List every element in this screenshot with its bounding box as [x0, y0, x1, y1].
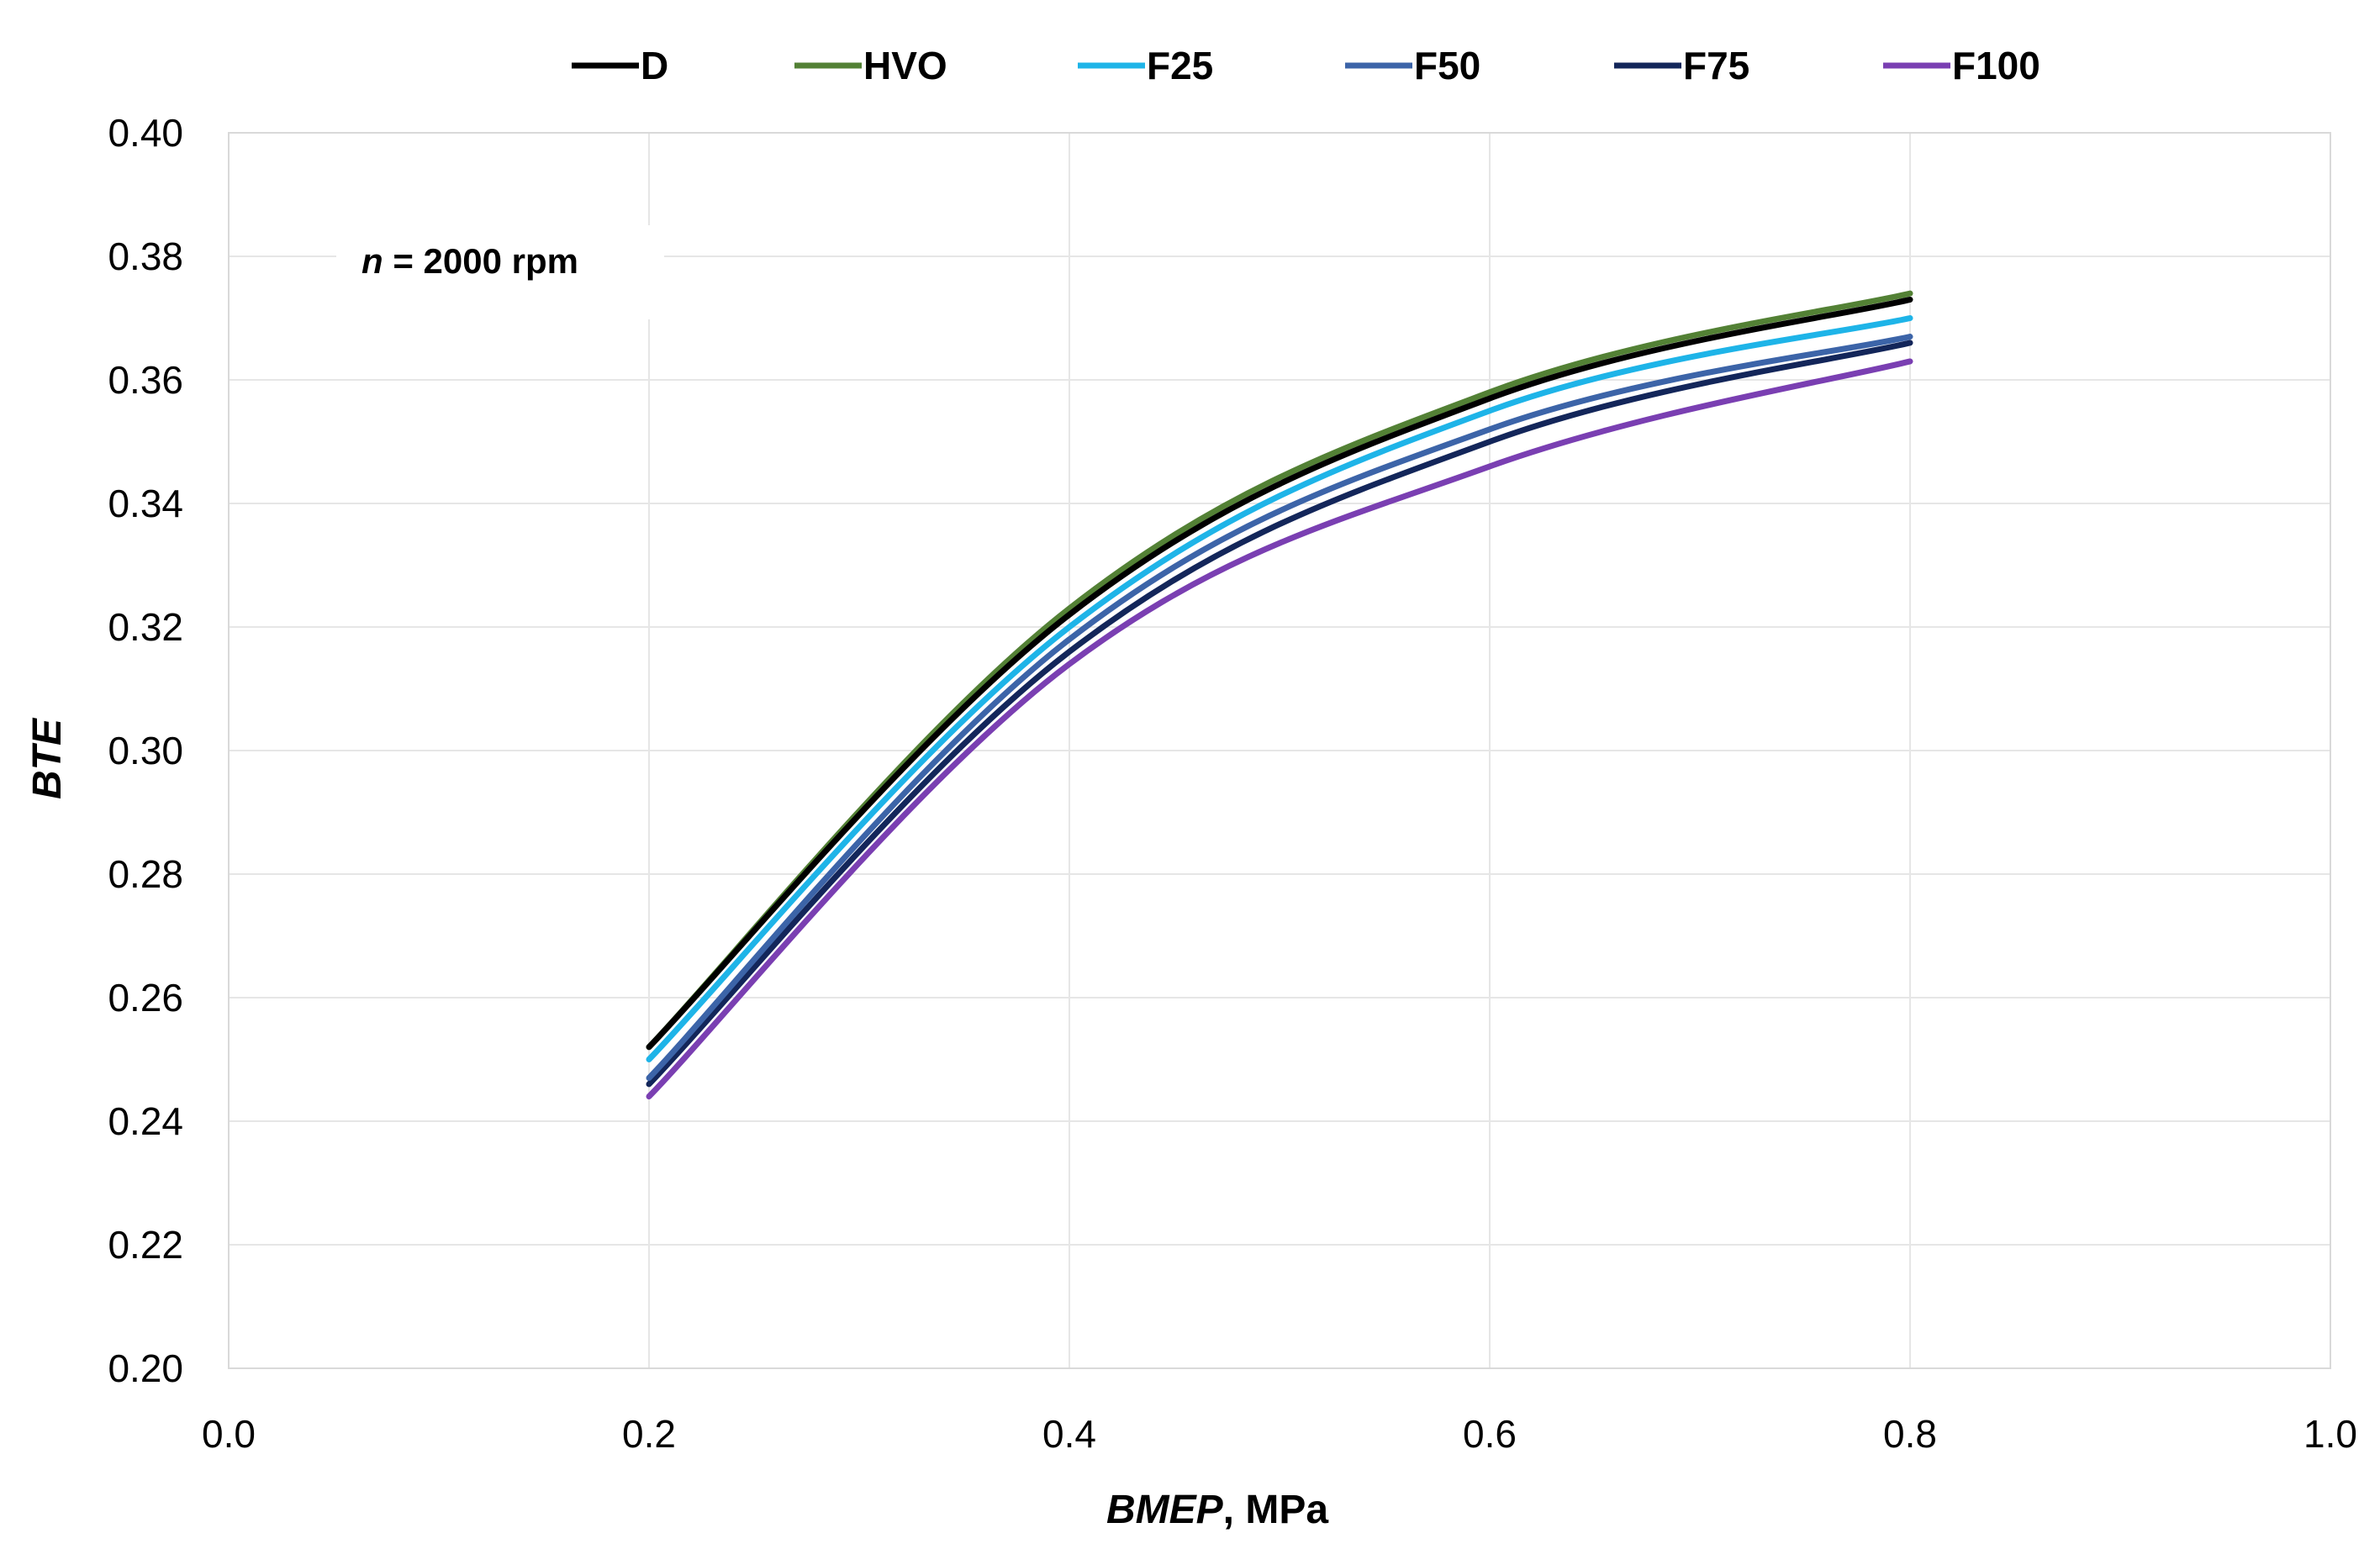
x-axis-title-unit: , MPa	[1223, 1488, 1329, 1532]
y-tick-labels: 0.20 0.22 0.24 0.26 0.28 0.30 0.32 0.34 0.36 0.38…	[108, 111, 183, 1390]
legend: D HVO F25 F50 F75 F100	[572, 44, 2040, 87]
x-tick-label-0: 0.0	[202, 1412, 256, 1456]
legend-item-hvo: HVO	[794, 44, 947, 87]
y-tick-label-10: 0.40	[108, 111, 183, 155]
series-line-d	[646, 296, 1913, 1051]
legend-label-f75: F75	[1683, 44, 1749, 87]
series-lines	[646, 290, 1913, 1100]
legend-label-f100: F100	[1952, 44, 2040, 87]
x-tick-label-3: 0.6	[1463, 1412, 1517, 1456]
x-axis-title-symbol: BMEP	[1106, 1488, 1224, 1532]
y-tick-label-0: 0.20	[108, 1346, 183, 1390]
x-tick-label-4: 0.8	[1883, 1412, 1937, 1456]
y-tick-label-8: 0.36	[108, 358, 183, 402]
legend-item-f50: F50	[1345, 44, 1480, 87]
legend-item-f75: F75	[1614, 44, 1749, 87]
x-axis-title: BMEP, MPa	[1106, 1488, 1328, 1532]
annotation-symbol: n	[361, 241, 383, 281]
annotation-box: n = 2000 rpm	[336, 225, 664, 319]
y-axis-title: BTE	[25, 717, 70, 799]
legend-label-d: D	[641, 44, 668, 87]
series-line-hvo	[646, 290, 1913, 1051]
x-tick-label-2: 0.4	[1042, 1412, 1096, 1456]
legend-item-f25: F25	[1078, 44, 1213, 87]
series-line-f75	[646, 340, 1913, 1088]
y-tick-label-6: 0.32	[108, 605, 183, 649]
series-line-f100	[646, 358, 1913, 1100]
series-line-f25	[646, 315, 1913, 1062]
x-tick-label-1: 0.2	[622, 1412, 676, 1456]
y-tick-label-4: 0.28	[108, 852, 183, 896]
legend-item-f100: F100	[1883, 44, 2040, 87]
y-tick-label-1: 0.22	[108, 1223, 183, 1267]
series-line-f50	[646, 334, 1913, 1082]
x-tick-labels: 0.0 0.2 0.4 0.6 0.8 1.0	[202, 1412, 2357, 1456]
y-tick-label-5: 0.30	[108, 729, 183, 772]
legend-label-f50: F50	[1414, 44, 1480, 87]
legend-label-hvo: HVO	[863, 44, 947, 87]
plot-area-frame	[228, 132, 2331, 1369]
y-tick-label-2: 0.24	[108, 1099, 183, 1143]
y-tick-label-3: 0.26	[108, 976, 183, 1019]
annotation-text: = 2000 rpm	[383, 241, 578, 281]
legend-label-f25: F25	[1147, 44, 1213, 87]
svg-text:n = 2000 rpm: n = 2000 rpm	[361, 241, 578, 281]
legend-item-d: D	[572, 44, 668, 87]
y-tick-label-7: 0.34	[108, 482, 183, 525]
x-tick-label-5: 1.0	[2303, 1412, 2357, 1456]
y-tick-label-9: 0.38	[108, 234, 183, 278]
